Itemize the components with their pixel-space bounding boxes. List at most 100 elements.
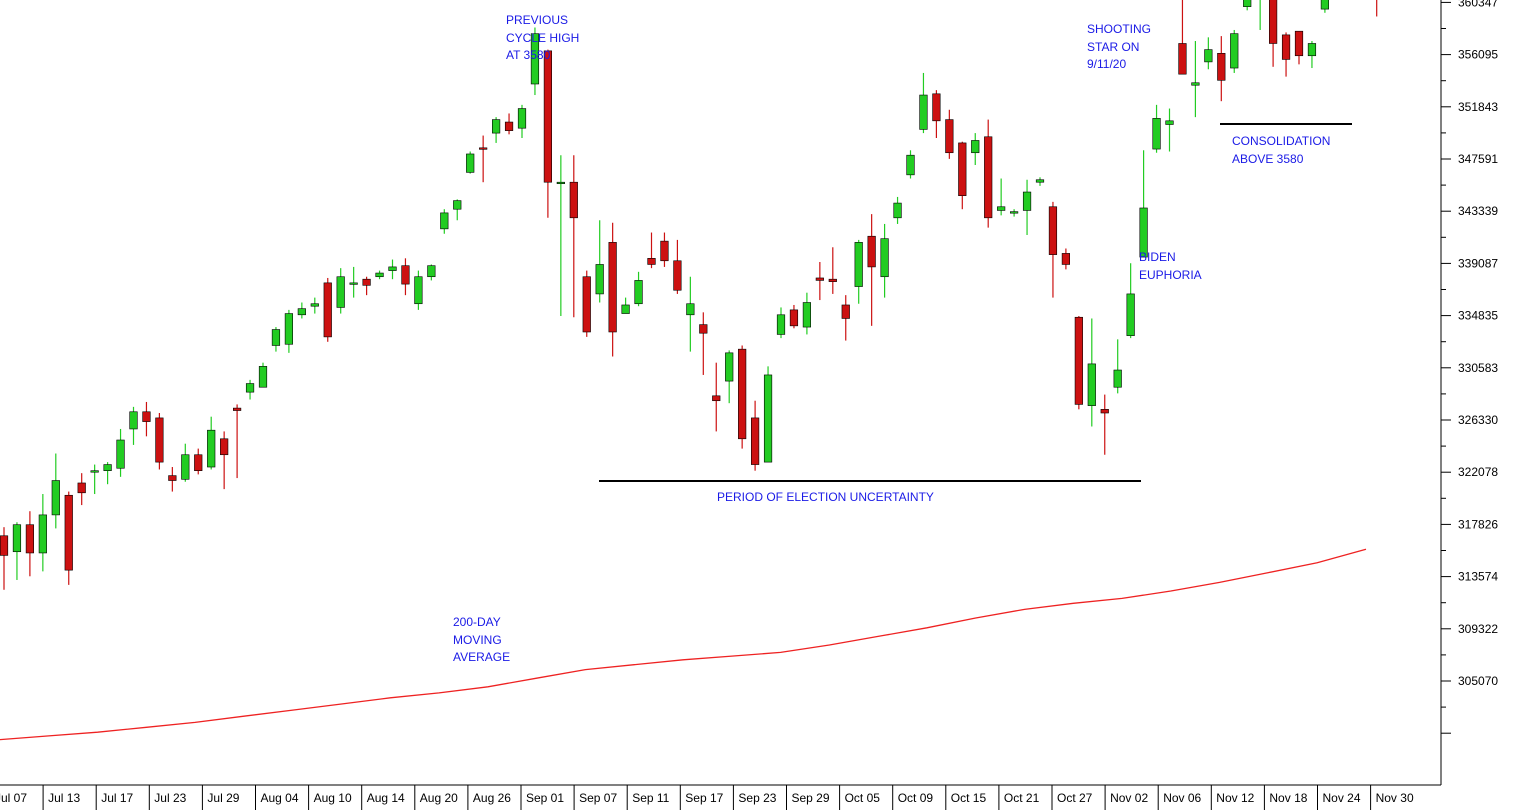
y-tick-label: 343339 xyxy=(1458,204,1498,218)
candle-body xyxy=(233,407,242,411)
candle-body xyxy=(621,304,630,314)
candle-body xyxy=(142,411,151,422)
annotation-shooting-star-1: SHOOTING xyxy=(1087,22,1151,36)
candle-body xyxy=(323,282,332,338)
candle-body xyxy=(530,33,540,85)
x-tick-label: Jul 29 xyxy=(207,791,239,805)
candle-body xyxy=(906,154,915,176)
annotation-shooting-star-2: STAR ON xyxy=(1087,40,1139,54)
y-tick-label: 317826 xyxy=(1458,517,1498,531)
candle-body xyxy=(479,147,488,150)
x-tick-label: Oct 27 xyxy=(1057,791,1093,805)
candle-body xyxy=(491,119,501,134)
candle-body xyxy=(725,352,734,382)
candle-body xyxy=(181,454,190,480)
candle-body xyxy=(1204,49,1213,63)
candle-body xyxy=(595,264,604,295)
candle-body xyxy=(763,374,773,463)
x-tick-label: Nov 06 xyxy=(1163,791,1201,805)
candle-body xyxy=(880,238,889,278)
candle-body xyxy=(1139,207,1148,258)
annotation-ma-2: MOVING xyxy=(453,633,502,647)
x-tick-label: Sep 17 xyxy=(685,791,723,805)
candle-body xyxy=(1100,409,1109,414)
candle-body xyxy=(776,314,786,335)
x-tick-label: Nov 12 xyxy=(1216,791,1254,805)
candle-body xyxy=(297,308,306,316)
x-tick-label: Oct 15 xyxy=(951,791,987,805)
candle-body xyxy=(1269,0,1278,44)
candle-body xyxy=(608,242,617,333)
moving-average-line xyxy=(0,548,1367,741)
x-tick-label: Sep 29 xyxy=(792,791,830,805)
y-tick-label: 330583 xyxy=(1458,361,1498,375)
annotation-biden-1: BIDEN xyxy=(1139,250,1176,264)
candle-body xyxy=(466,153,475,173)
candle-body xyxy=(155,417,164,463)
annotation-consolidation-1: CONSOLIDATION xyxy=(1232,134,1330,148)
annotation-ma-1: 200-DAY xyxy=(453,615,501,629)
candle-body xyxy=(1113,369,1122,388)
y-tick-label: 313574 xyxy=(1458,570,1498,584)
candle-body xyxy=(168,475,177,481)
candle-body xyxy=(77,482,86,494)
candle-body xyxy=(1191,82,1200,86)
candle-body xyxy=(38,514,47,554)
y-tick-label: 339087 xyxy=(1458,256,1498,270)
candle-body xyxy=(1230,33,1239,69)
candle-body xyxy=(1035,179,1045,183)
candle-body xyxy=(336,276,345,308)
y-axis: 305070 309322 313574 317826 322078 326330 3305… xyxy=(1441,0,1498,734)
candle-body xyxy=(1178,43,1187,75)
candle-body xyxy=(258,366,268,388)
ma-layer xyxy=(0,548,1367,741)
candle-body xyxy=(699,324,708,334)
x-tick-label: Nov 24 xyxy=(1323,791,1361,805)
candle-body xyxy=(310,303,319,307)
candle-body xyxy=(1074,316,1083,405)
y-tick-label: 356095 xyxy=(1458,48,1498,62)
annotation-election: PERIOD OF ELECTION UNCERTAINTY xyxy=(717,490,934,504)
candle-body xyxy=(1281,34,1291,60)
x-tick-label: Sep 11 xyxy=(632,791,669,805)
candle-body xyxy=(504,121,514,131)
annotation-previous-high-2: CYCLE HIGH xyxy=(506,31,579,45)
x-tick-label: Nov 02 xyxy=(1110,791,1148,805)
candle-body xyxy=(103,464,112,472)
candle-body xyxy=(738,348,747,440)
x-tick-label: Jul 07 xyxy=(0,791,27,805)
candle-body xyxy=(543,50,552,183)
candle-body xyxy=(634,280,643,305)
x-tick-label: Sep 23 xyxy=(738,791,776,805)
annotation-consolidation-2: ABOVE 3580 xyxy=(1232,152,1304,166)
x-tick-label: Aug 26 xyxy=(473,791,511,805)
annotation-ma-3: AVERAGE xyxy=(453,650,510,664)
candle-body xyxy=(1307,43,1317,57)
candle-body xyxy=(90,470,99,473)
candle-body xyxy=(712,395,721,402)
candle-body xyxy=(932,93,941,122)
candle-body xyxy=(1061,253,1070,265)
candle-body xyxy=(802,302,811,328)
candle-body xyxy=(841,304,850,319)
y-tick-label: 360347 xyxy=(1458,0,1498,9)
candle-body xyxy=(129,411,138,430)
candle-body xyxy=(1243,0,1252,7)
candle-body xyxy=(958,142,967,197)
candle-body xyxy=(815,277,824,281)
annotation-previous-high-3: AT 3580 xyxy=(506,48,551,62)
candle-body xyxy=(349,282,358,285)
candle-body xyxy=(453,200,462,210)
candle-body xyxy=(375,272,384,278)
candle-body xyxy=(284,313,294,345)
candle-body xyxy=(854,242,863,287)
candle-body xyxy=(971,140,980,154)
candle-body xyxy=(750,417,760,465)
candle-body xyxy=(997,206,1006,211)
candle-body xyxy=(647,258,656,265)
x-tick-label: Sep 07 xyxy=(579,791,617,805)
overlay-layer: PREVIOUS CYCLE HIGH AT 3580 SHOOTING STA… xyxy=(0,0,1442,786)
candle-body xyxy=(789,309,799,327)
candle-body xyxy=(25,524,35,554)
